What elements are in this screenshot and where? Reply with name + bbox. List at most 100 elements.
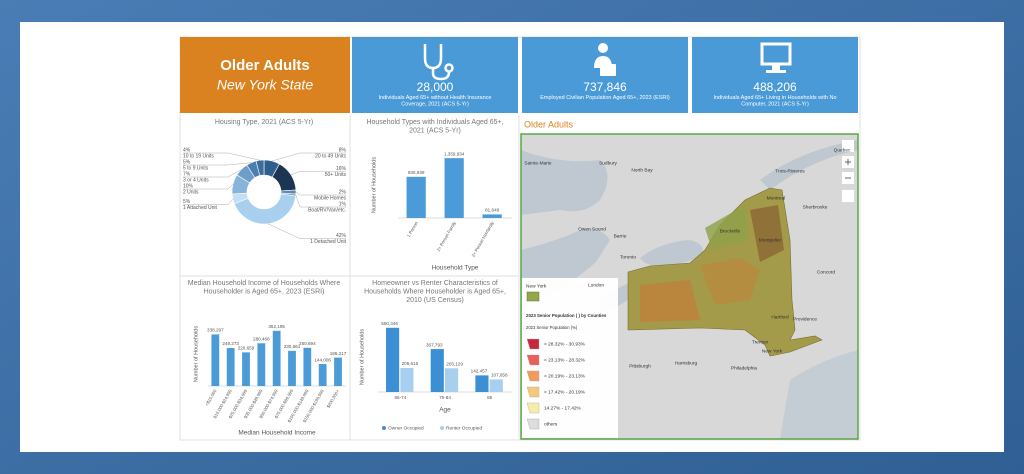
leader-line — [295, 191, 346, 196]
map-title: Older Adults — [524, 119, 574, 129]
pie-slice — [255, 159, 265, 176]
place-label: Sudbury — [599, 160, 617, 166]
y-axis-label: Number of Households — [371, 157, 377, 214]
county-group — [640, 280, 700, 322]
kpi-box — [352, 37, 518, 113]
county-group — [750, 205, 784, 262]
x-tick-label: 75-84 — [439, 395, 451, 400]
place-label: Sainte-Marie — [524, 160, 552, 166]
bar — [318, 364, 327, 386]
computer-icon — [760, 42, 792, 73]
place-label: Sherbrooke — [803, 204, 828, 210]
lake — [640, 240, 703, 266]
data-label: 338,297 — [207, 328, 224, 333]
data-label: 280,468 — [253, 336, 270, 341]
map-border — [520, 133, 859, 440]
data-label: 2% — [339, 189, 347, 195]
data-label: 81,649 — [485, 208, 499, 213]
kpi-value: 488,206 — [753, 80, 797, 94]
legend-title: 2023 Senior Population ( ) by Counties — [526, 313, 607, 318]
bar — [288, 350, 296, 386]
place-label: Montpelier — [759, 237, 782, 243]
home-button[interactable] — [842, 190, 854, 202]
river — [760, 140, 858, 190]
data-label: 935,939 — [408, 170, 425, 175]
legend-swatch — [526, 370, 540, 382]
kpi-value: 28,000 — [417, 80, 454, 94]
control-glyph — [845, 159, 851, 179]
data-label: 249,273 — [222, 341, 239, 346]
legend-swatch — [526, 386, 540, 398]
place-label: Concord — [817, 269, 835, 275]
category-label: 10 to 19 Units — [183, 153, 214, 159]
kpi-label: Individuals Aged 65+ Living in Household… — [713, 95, 836, 108]
legend-swatch — [526, 418, 540, 430]
place-label: Trenton — [752, 339, 769, 345]
bar — [400, 368, 414, 392]
x-axis-label: Age — [439, 407, 451, 414]
data-label: 1% — [339, 201, 347, 207]
place-label: London — [588, 282, 604, 288]
bar — [334, 357, 342, 386]
data-label: 42% — [336, 233, 347, 239]
data-label: 4% — [183, 147, 191, 153]
category-label: 2 Units — [183, 189, 199, 195]
kpi-label: Individuals Aged 65+ without Health Insu… — [379, 95, 492, 108]
place-label: Pittsburgh — [629, 363, 651, 369]
category-label: 5 to 9 Units — [183, 165, 209, 171]
map-controls[interactable] — [842, 140, 854, 202]
data-label: 1,359,934 — [444, 151, 465, 156]
bar — [242, 352, 250, 386]
y-axis-label: Number of Households — [359, 329, 365, 386]
place-label: Hartford — [771, 314, 789, 320]
place-label: Harrisburg — [675, 360, 698, 366]
data-label: 5% — [183, 159, 191, 165]
category-label: Boat/RV/Van/etc. — [308, 207, 346, 213]
ocean — [780, 350, 858, 439]
place-label: Owen Sound — [578, 226, 606, 232]
leader-line — [267, 223, 346, 239]
x-axis-label: Household Type — [432, 265, 479, 272]
category-label: 50+ Units — [325, 172, 347, 178]
category-label: 1 Detached Unit — [310, 239, 346, 245]
chart-title: Household Types with Individuals Aged 65… — [366, 119, 503, 135]
bar — [482, 214, 502, 218]
lake — [521, 150, 608, 215]
legend-label: > 23.13% - 28.32% — [544, 357, 586, 363]
y-axis-label: Number of Households — [193, 326, 199, 383]
bar — [430, 349, 444, 392]
worker-icon — [594, 43, 616, 76]
leader-line — [271, 152, 346, 162]
place-label: Montreal — [767, 195, 786, 201]
place-label: Philadelphia — [731, 365, 757, 371]
data-label: 5% — [183, 199, 191, 205]
legend-label: > 28.32% - 30.93% — [544, 341, 586, 347]
leader-line — [183, 162, 252, 166]
bar — [475, 375, 489, 392]
legend-label: > 17.42% - 20.19% — [544, 389, 586, 395]
category-label: 3 or 4 Units — [183, 177, 209, 183]
leader-line — [183, 169, 242, 178]
data-label: 367,793 — [426, 342, 443, 347]
data-label: 16% — [336, 166, 347, 172]
legend-layer: New York — [526, 283, 547, 289]
legend-swatch — [526, 291, 540, 302]
legend-swatch — [526, 354, 540, 366]
bar — [211, 334, 220, 386]
place-label: Quebec — [834, 147, 851, 153]
header-box — [180, 37, 350, 113]
x-tick-label: 65-74 — [394, 395, 406, 400]
data-label: 203,129 — [446, 362, 463, 367]
stethoscope-icon — [423, 44, 454, 81]
data-label: 142,457 — [471, 369, 488, 374]
leader-line — [183, 152, 261, 161]
bar — [226, 348, 235, 386]
county-group — [705, 205, 748, 250]
data-label: 205,615 — [402, 361, 419, 366]
data-label: 362,195 — [268, 324, 285, 329]
chart-title: Homeowner vs Renter Characteristics of Ho… — [364, 280, 506, 304]
x-tick-label: 85 — [487, 395, 493, 400]
kpi-value: 737,846 — [583, 80, 627, 94]
layer-button[interactable] — [842, 140, 854, 152]
